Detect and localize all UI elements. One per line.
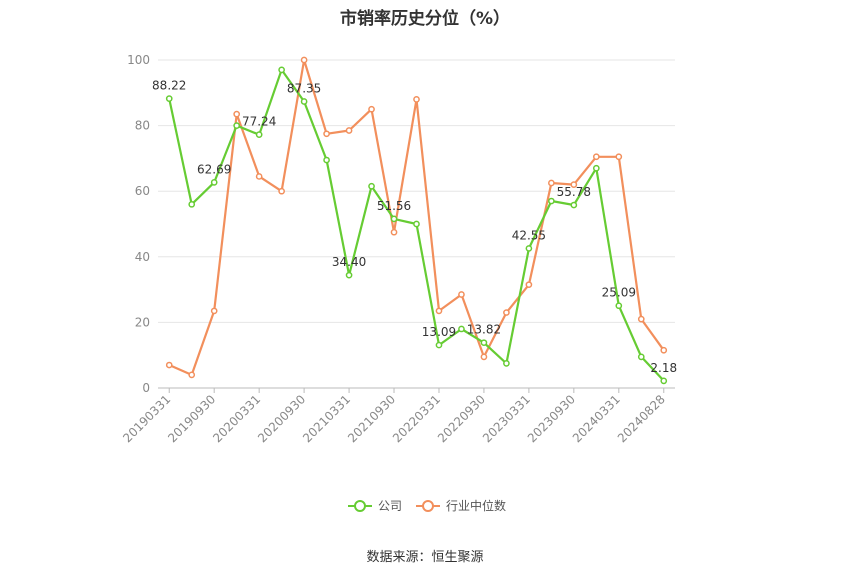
data-point: [480, 353, 488, 361]
data-point: [233, 110, 241, 118]
data-point: [255, 131, 263, 139]
data-point: [592, 153, 600, 161]
data-point: [548, 197, 555, 205]
x-axis: 2019033120190930202003312020093020210331…: [120, 387, 675, 445]
data-point: [615, 153, 623, 161]
data-point: [300, 98, 308, 105]
data-point: [255, 173, 263, 180]
data-point: [660, 377, 668, 385]
data-point: [390, 228, 398, 236]
data-label: 13.09: [422, 325, 456, 339]
data-label: 13.82: [467, 323, 501, 337]
data-point: [615, 302, 623, 310]
data-point: [413, 96, 420, 103]
data-point: [660, 346, 668, 354]
x-tick-label: 20240331: [570, 392, 623, 445]
data-source-note: 数据来源：恒生聚源: [366, 550, 484, 565]
data-point: [210, 307, 218, 315]
data-label: 25.09: [602, 286, 636, 300]
y-axis-ticks: 0 20 40 60 80 100: [127, 53, 150, 395]
data-label: 2.18: [650, 361, 677, 375]
data-point: [210, 179, 218, 186]
x-tick-label: 20210930: [345, 392, 398, 445]
data-point: [435, 307, 443, 315]
series-lines: [165, 56, 668, 385]
data-point: [570, 201, 578, 209]
data-point: [458, 325, 465, 333]
y-tick-label: 40: [135, 250, 150, 264]
data-point: [368, 105, 375, 113]
data-point: [458, 291, 465, 298]
x-tick-label: 20230930: [525, 392, 578, 445]
x-tick-label: 20200930: [255, 392, 308, 445]
data-point: [435, 341, 443, 349]
data-point: [548, 179, 555, 187]
data-label: 51.56: [377, 199, 411, 213]
x-tick-label: 20220930: [435, 392, 488, 445]
data-label: 34.40: [332, 255, 366, 269]
data-label: 77.24: [242, 115, 276, 129]
data-label: 62.69: [197, 162, 231, 176]
data-point: [368, 182, 375, 190]
chart-title: 市销率历史分位（%）: [339, 9, 511, 29]
x-tick-label: 20230331: [480, 392, 533, 445]
y-tick-label: 0: [142, 381, 150, 395]
data-point: [592, 164, 600, 172]
data-point: [165, 95, 173, 102]
data-point: [570, 181, 578, 188]
legend-marker: [422, 500, 434, 512]
x-tick-label: 20210331: [300, 392, 353, 445]
data-point: [480, 339, 488, 347]
y-tick-label: 80: [135, 119, 150, 133]
data-point: [345, 271, 353, 279]
data-point: [278, 187, 285, 195]
data-point: [165, 361, 173, 369]
data-point: [345, 127, 353, 134]
y-tick-label: 20: [135, 315, 150, 329]
data-label: 87.35: [287, 81, 321, 95]
data-point: [188, 200, 196, 208]
data-point: [188, 371, 196, 379]
data-label: 42.55: [512, 228, 546, 242]
legend-marker: [354, 500, 366, 512]
legend-label: 行业中位数: [446, 498, 506, 513]
x-tick-label: 20220331: [390, 392, 443, 445]
data-point: [300, 56, 308, 64]
data-point: [503, 309, 510, 316]
y-tick-label: 100: [127, 53, 150, 67]
data-point: [233, 122, 241, 129]
legend: 公司 行业中位数: [348, 498, 506, 513]
data-point: [637, 315, 645, 323]
x-tick-label: 20190930: [165, 392, 218, 445]
data-point: [503, 360, 510, 367]
y-tick-label: 60: [135, 184, 150, 198]
x-tick-label: 20200331: [210, 392, 263, 445]
data-point: [637, 353, 645, 361]
data-label: 55.78: [557, 185, 591, 199]
data-point: [278, 66, 285, 74]
data-point: [525, 245, 533, 252]
legend-label: 公司: [378, 499, 402, 513]
data-label: 88.22: [152, 79, 186, 93]
x-tick-label: 20190331: [120, 392, 173, 445]
data-point: [323, 130, 330, 138]
data-labels: 88.22 62.69 77.24 87.35 34.40 51.56 13.09 13.82…: [152, 79, 677, 375]
data-point: [413, 220, 420, 228]
x-tick-label: 20240828: [615, 392, 668, 445]
data-point: [390, 215, 398, 223]
series-line: [168, 58, 665, 376]
data-point: [323, 156, 330, 164]
data-point: [525, 281, 533, 289]
